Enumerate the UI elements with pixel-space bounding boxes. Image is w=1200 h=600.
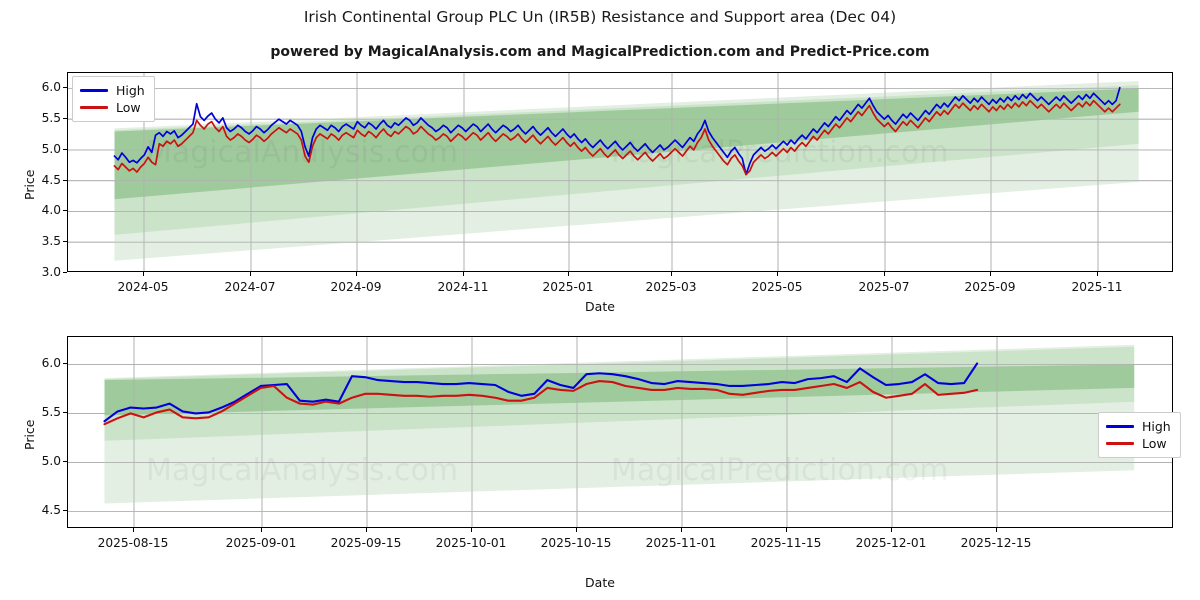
x-tick-mark: [1097, 272, 1098, 276]
y-tick-label: 5.0: [41, 454, 61, 469]
x-tick-label: 2025-11: [1071, 280, 1123, 294]
x-tick-mark: [884, 272, 885, 276]
y-tick-mark: [63, 179, 67, 181]
x-tick-label: 2025-10-15: [540, 536, 612, 550]
y-tick-mark: [63, 241, 67, 243]
y-tick-label: 5.0: [41, 141, 61, 156]
y-tick-mark: [63, 87, 67, 89]
y-tick-mark: [63, 272, 67, 273]
x-tick-label: 2024-05: [117, 280, 169, 294]
x-tick-label: 2025-09: [964, 280, 1016, 294]
y-tick-label: 4.0: [41, 203, 61, 218]
y-tick-mark: [63, 118, 67, 120]
x-tick-label: 2025-05: [751, 280, 803, 294]
x-tick-mark: [568, 272, 569, 276]
y-tick-mark: [63, 363, 67, 365]
x-tick-mark: [777, 272, 778, 276]
page-subtitle: powered by MagicalAnalysis.com and Magic…: [270, 44, 930, 60]
legend-row-low-top: Low: [80, 99, 145, 116]
legend-swatch-high-bottom: [1106, 425, 1134, 428]
x-tick-mark: [261, 528, 262, 532]
plot-area-bottom: MagicalAnalysis.com MagicalPrediction.co…: [67, 336, 1173, 528]
y-tick-mark: [63, 510, 67, 512]
x-tick-mark: [990, 272, 991, 276]
x-tick-label: 2025-12-01: [855, 536, 927, 550]
y-tick-mark: [63, 148, 67, 150]
x-tick-mark: [143, 272, 144, 276]
x-tick-mark: [681, 528, 682, 532]
x-tick-label: 2024-07: [224, 280, 276, 294]
y-tick-label: 4.5: [41, 172, 61, 187]
x-tick-mark: [356, 272, 357, 276]
plot-area-top: MagicalAnalysis.com MagicalPrediction.co…: [67, 72, 1173, 272]
y-tick-mark: [63, 412, 67, 414]
legend-label-low-top: Low: [116, 100, 141, 115]
y-tick-label: 5.5: [41, 405, 61, 420]
x-tick-mark: [996, 528, 997, 532]
legend-bottom: High Low: [1098, 412, 1181, 458]
x-tick-mark: [891, 528, 892, 532]
y-tick-label: 6.0: [41, 80, 61, 95]
page-title: Irish Continental Group PLC Un (IR5B) Re…: [303, 8, 897, 26]
legend-label-low-bottom: Low: [1142, 436, 1167, 451]
chart-panel-top: Price MagicalAnalysis.com MagicalPredict…: [22, 72, 1173, 314]
x-tick-label: 2025-12-15: [960, 536, 1032, 550]
legend-row-low-bottom: Low: [1106, 435, 1171, 452]
x-tick-mark: [786, 528, 787, 532]
x-tick-label: 2024-09: [330, 280, 382, 294]
legend-swatch-low-bottom: [1106, 442, 1134, 445]
x-tick-label: 2025-09-15: [330, 536, 402, 550]
x-tick-label: 2025-09-01: [225, 536, 297, 550]
legend-label-high-bottom: High: [1142, 419, 1171, 434]
x-tick-label: 2025-07: [858, 280, 910, 294]
x-tick-mark: [133, 528, 134, 532]
legend-swatch-low-top: [80, 106, 108, 109]
x-tick-mark: [671, 272, 672, 276]
legend-top: High Low: [72, 76, 155, 122]
x-tick-label: 2024-11: [437, 280, 489, 294]
legend-label-high-top: High: [116, 83, 145, 98]
legend-row-high-top: High: [80, 82, 145, 99]
legend-row-high-bottom: High: [1106, 418, 1171, 435]
y-tick-label: 3.0: [41, 265, 61, 279]
x-tick-mark: [366, 528, 367, 532]
y-tick-label: 6.0: [41, 356, 61, 371]
x-axis-label-bottom: Date: [585, 575, 615, 590]
x-tick-mark: [250, 272, 251, 276]
x-tick-label: 2025-11-01: [645, 536, 717, 550]
x-tick-mark: [463, 272, 464, 276]
x-tick-mark: [471, 528, 472, 532]
x-tick-label: 2025-03: [645, 280, 697, 294]
y-tick-label: 3.5: [41, 234, 61, 249]
y-tick-label: 5.5: [41, 111, 61, 126]
legend-swatch-high-top: [80, 89, 108, 92]
y-axis-label-bottom: Price: [22, 419, 37, 451]
x-tick-label: 2025-11-15: [750, 536, 822, 550]
x-tick-label: 2025-01: [542, 280, 594, 294]
y-tick-mark: [63, 461, 67, 463]
x-tick-mark: [576, 528, 577, 532]
chart-panel-bottom: Price MagicalAnalysis.com MagicalPredict…: [0, 320, 1200, 600]
y-tick-label: 4.5: [41, 503, 61, 518]
x-tick-label: 2025-10-01: [435, 536, 507, 550]
y-tick-mark: [63, 210, 67, 212]
x-axis-label-top: Date: [585, 299, 615, 314]
x-tick-label: 2025-08-15: [97, 536, 169, 550]
